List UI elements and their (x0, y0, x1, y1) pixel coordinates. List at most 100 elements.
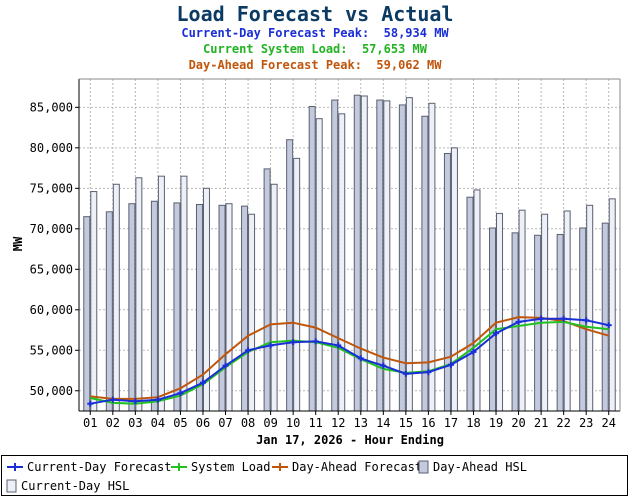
current-day-hsl-bar (90, 191, 98, 412)
day-ahead-hsl-bar (601, 222, 609, 412)
y-tick-label: 85,000 (30, 100, 73, 114)
day-ahead-hsl-bar (128, 203, 136, 412)
x-tick-label: 22 (556, 416, 570, 430)
day-ahead-forecast-line (90, 316, 609, 400)
day-ahead-hsl-bar (83, 216, 91, 412)
current-day-forecast-point (245, 347, 252, 354)
current-day-forecast-point (109, 396, 116, 403)
current-day-forecast-point (312, 338, 319, 345)
x-tick-label: 02 (106, 416, 120, 430)
current-day-hsl-bar (135, 177, 143, 412)
plot-area (79, 79, 620, 411)
current-day-hsl-bar (450, 147, 458, 412)
current-day-forecast-point (335, 342, 342, 349)
current-day-hsl-bar (338, 113, 346, 412)
current-day-forecast-point (605, 322, 612, 329)
x-tick-label: 24 (602, 416, 616, 430)
day-ahead-hsl-bar (353, 94, 361, 412)
day-ahead-hsl-bar (443, 152, 451, 412)
current-day-forecast-point (380, 362, 387, 369)
x-tick-label: 04 (151, 416, 165, 430)
y-tick-label: 50,000 (30, 384, 73, 398)
legend-item-day-ahead-forecast: Day-Ahead Forecast (271, 459, 422, 475)
load-chart: 50,000 55,000 60,000 65,000 70,000 75,000 80,0… (11, 78, 621, 447)
grid-layer (79, 79, 620, 411)
x-tick-label: 07 (218, 416, 232, 430)
current-day-forecast-point (267, 342, 274, 349)
current-day-hsl-bar (157, 175, 165, 412)
day-ahead-hsl-bar (150, 200, 158, 412)
current-day-hsl-bar (518, 209, 526, 412)
x-tick-label: 01 (83, 416, 97, 430)
legend-label: Current-Day HSL (21, 479, 130, 493)
current-day-forecast-point (470, 348, 477, 355)
x-tick-label: 06 (196, 416, 210, 430)
axes-layer: 50,000 55,000 60,000 65,000 70,000 75,000 80,0… (30, 78, 621, 430)
current-day-hsl-bar (496, 212, 504, 412)
y-axis-label: MW (11, 236, 25, 251)
current-day-hsl-bar (248, 213, 256, 412)
day-ahead-hsl-bar (331, 99, 339, 412)
x-tick-label: 09 (263, 416, 277, 430)
x-tick-label: 20 (511, 416, 525, 430)
current-day-forecast-point (222, 362, 229, 369)
current-day-forecast-point (357, 355, 364, 362)
legend-item-system-load: System Load (170, 459, 270, 475)
chart-title: Load Forecast vs Actual (176, 2, 454, 26)
day-ahead-hsl-bar (218, 204, 226, 412)
day-ahead-hsl-bar (466, 196, 474, 412)
y-tick-label: 60,000 (30, 303, 73, 317)
current-day-hsl-bar (112, 183, 120, 412)
legend-label: Day-Ahead HSL (433, 460, 527, 474)
day-ahead-hsl-bar (286, 139, 294, 412)
legend-label: Current-Day Forecast (27, 460, 172, 474)
x-tick-label: 14 (376, 416, 390, 430)
x-tick-label: 17 (444, 416, 458, 430)
x-tick-label: 12 (331, 416, 345, 430)
x-tick-label: 18 (466, 416, 480, 430)
day-ahead-hsl-swatch-icon (418, 460, 429, 474)
current-day-forecast-swatch-icon (7, 463, 23, 471)
x-tick-label: 19 (489, 416, 503, 430)
legend-item-current-day-hsl: Current-Day HSL (6, 478, 129, 494)
day-ahead-hsl-bar (308, 106, 316, 412)
current-day-hsl-bar (270, 183, 278, 412)
current-day-forecast-point (515, 318, 522, 325)
system-load-text: Current System Load: 57,653 MW (203, 42, 427, 56)
legend-item-day-ahead-hsl: Day-Ahead HSL (418, 459, 527, 475)
current-day-forecast-point (87, 400, 94, 407)
current-day-hsl-bar (541, 213, 549, 412)
x-tick-label: 21 (534, 416, 548, 430)
current-day-hsl-bar (563, 210, 571, 412)
x-tick-label: 15 (399, 416, 413, 430)
current-day-hsl-bar (473, 189, 481, 412)
x-tick-label: 03 (128, 416, 142, 430)
current-day-forecast-point (583, 317, 590, 324)
x-tick-label: 11 (308, 416, 322, 430)
system-load-line (90, 320, 609, 405)
y-tick-label: 75,000 (30, 181, 73, 195)
current-day-forecast-point (560, 315, 567, 322)
legend-item-current-day-forecast: Current-Day Forecast (6, 459, 172, 475)
current-day-forecast-point (538, 315, 545, 322)
current-day-hsl-bar (428, 102, 436, 412)
current-day-peak-text: Current-Day Forecast Peak: 58,934 MW (181, 26, 449, 40)
day-ahead-peak-text: Day-Ahead Forecast Peak: 59,062 MW (188, 58, 442, 72)
current-day-forecast-point (177, 390, 184, 397)
y-tick-label: 70,000 (30, 222, 73, 236)
x-tick-label: 16 (421, 416, 435, 430)
current-day-hsl-bar (293, 157, 301, 412)
system-load-swatch-icon (171, 463, 187, 471)
current-day-hsl-swatch-icon (6, 479, 17, 493)
x-tick-label: 08 (241, 416, 255, 430)
current-day-forecast-point (402, 370, 409, 377)
day-ahead-hsl-bar (398, 104, 406, 412)
day-ahead-hsl-bar (421, 115, 429, 412)
current-day-hsl-bar (383, 100, 391, 412)
current-day-forecast-point (447, 361, 454, 368)
day-ahead-forecast-swatch-icon (272, 463, 288, 471)
current-day-hsl-bar (315, 118, 323, 412)
x-axis-label: Jan 17, 2026 - Hour Ending (256, 433, 444, 447)
day-ahead-hsl-bar (241, 205, 249, 412)
x-tick-label: 10 (286, 416, 300, 430)
